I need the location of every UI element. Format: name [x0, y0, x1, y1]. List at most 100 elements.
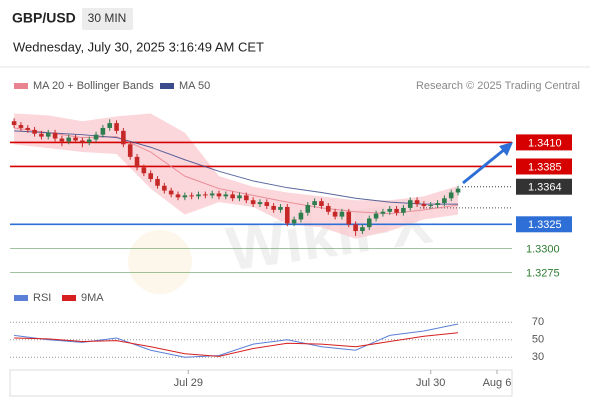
candle-body	[32, 129, 37, 134]
candle-body	[394, 208, 399, 213]
candle-body	[284, 206, 290, 224]
x-tick-label: Aug 6	[483, 377, 512, 389]
y-tick-label: 50	[532, 334, 544, 346]
candle-body	[175, 194, 181, 198]
candle-body	[59, 138, 65, 142]
candle-body	[319, 201, 324, 206]
candle-body	[448, 192, 454, 199]
candle-body	[237, 195, 242, 199]
candle-body	[18, 125, 24, 128]
level-box	[516, 178, 572, 195]
level-box	[516, 134, 572, 151]
timeframe: 30 MIN	[88, 11, 127, 25]
candle-body	[339, 211, 345, 217]
level-box	[516, 158, 572, 175]
legend-swatch	[14, 83, 28, 89]
candle-body	[127, 144, 133, 157]
candle-body	[100, 127, 106, 135]
time-axis-frame	[9, 369, 513, 397]
candle-body	[332, 211, 338, 217]
candle-body	[107, 123, 113, 128]
legend-label: 9MA	[81, 292, 104, 304]
legend-label: MA 20 + Bollinger Bands	[33, 80, 154, 92]
ma-line	[14, 130, 459, 205]
candle-body	[189, 195, 194, 197]
candle-body	[141, 167, 147, 174]
candle-body	[162, 185, 167, 191]
candle-body	[414, 200, 420, 205]
candle-body	[155, 179, 160, 186]
candle-body	[421, 204, 427, 206]
level-label: 1.3364	[528, 182, 562, 194]
datetime: Wednesday, July 30, 2025 3:16:49 AM CET	[13, 39, 264, 54]
candle-body	[298, 212, 304, 220]
candle-body	[66, 137, 72, 142]
legend-label: MA 50	[179, 80, 210, 92]
candle-body	[305, 205, 311, 213]
candle-body	[442, 198, 447, 204]
candle-body	[380, 211, 386, 214]
candle-body	[114, 123, 119, 131]
candle-body	[203, 194, 208, 196]
level-label: 1.3300	[526, 243, 560, 255]
symbol: GBP/USD	[12, 10, 76, 26]
candle-body	[278, 206, 283, 210]
level-box	[516, 216, 572, 233]
candle-body	[387, 208, 393, 212]
level-label: 1.3325	[528, 219, 562, 231]
x-tick-label: Jul 29	[174, 377, 203, 389]
watermark-logo	[128, 230, 192, 294]
y-tick-label: 70	[532, 316, 544, 328]
candle-body	[250, 200, 256, 205]
forecast-arrowhead	[499, 142, 513, 156]
candle-body	[353, 224, 358, 232]
level-label: 1.3410	[528, 137, 562, 149]
legend-swatch	[160, 83, 174, 89]
x-tick-label: Jul 30	[416, 377, 445, 389]
candle-body	[264, 202, 270, 206]
candle-body	[312, 201, 317, 206]
candle-body	[148, 173, 153, 180]
candle-body	[271, 205, 276, 210]
candle-body	[291, 219, 297, 224]
candle-body	[366, 218, 372, 228]
candle-body	[455, 188, 461, 193]
candle-body	[182, 195, 188, 198]
candle-body	[346, 211, 352, 225]
bollinger-band	[14, 113, 459, 239]
candle-body	[223, 194, 229, 197]
level-label: 1.3275	[526, 267, 560, 279]
candle-body	[121, 130, 126, 145]
rsi-line	[14, 332, 459, 357]
timeframe-box	[82, 8, 133, 30]
y-tick-label: 30	[532, 351, 544, 363]
candle-body	[11, 121, 17, 126]
legend-label: RSI	[33, 292, 51, 304]
candle-body	[25, 127, 31, 130]
candle-body	[93, 134, 99, 140]
candle-body	[428, 205, 434, 207]
candle-body	[86, 139, 92, 143]
candle-body	[360, 227, 365, 232]
candle-body	[209, 193, 215, 196]
legend-swatch	[14, 295, 28, 301]
candle-body	[257, 202, 263, 205]
candle-body	[134, 156, 140, 168]
forecast-arrow	[462, 147, 506, 185]
candle-body	[73, 137, 78, 141]
candle-body	[401, 207, 406, 213]
candle-body	[52, 132, 58, 139]
candle-body	[230, 194, 235, 199]
level-label: 1.3385	[528, 161, 562, 173]
legend-swatch	[62, 295, 76, 301]
candle-body	[168, 190, 174, 195]
candle-body	[373, 213, 379, 219]
candle-body	[435, 203, 440, 206]
candle-body	[407, 200, 413, 208]
source: Research © 2025 Trading Central	[416, 80, 580, 92]
candle-body	[196, 194, 201, 197]
candle-body	[39, 133, 44, 137]
candle-body	[216, 193, 222, 197]
candle-body	[45, 132, 51, 137]
